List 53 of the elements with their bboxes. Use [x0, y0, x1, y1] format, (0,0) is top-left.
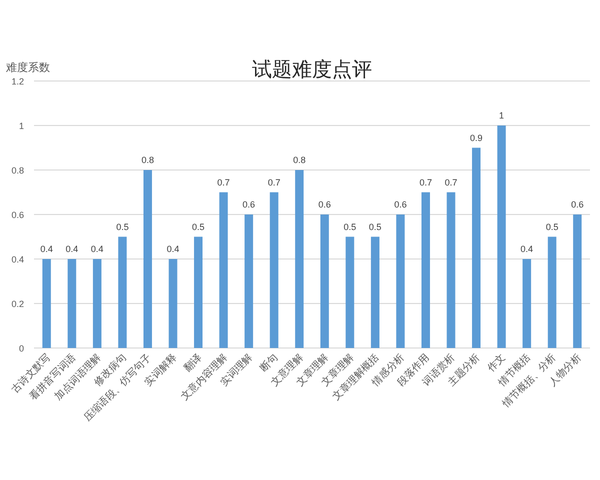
chart-title: 试题难度点评 — [252, 59, 372, 81]
data-label: 0.4 — [66, 244, 78, 254]
data-label: 0.7 — [268, 177, 280, 188]
bar — [421, 192, 430, 348]
data-label: 1 — [499, 110, 504, 120]
bar — [346, 236, 354, 348]
data-label: 0.8 — [141, 155, 154, 165]
y-axis-title: 难度系数 — [6, 61, 50, 74]
bar — [92, 259, 102, 348]
data-label: 0.5 — [344, 222, 356, 232]
bar — [472, 148, 481, 348]
bar — [68, 259, 76, 348]
bar — [573, 214, 582, 348]
data-label: 0.7 — [419, 177, 432, 188]
y-tick-label: 1 — [18, 121, 24, 131]
bar — [118, 236, 127, 348]
data-label: 0.5 — [116, 222, 129, 232]
bar — [270, 192, 278, 348]
data-label: 0.7 — [217, 177, 230, 188]
data-label: 0.4 — [90, 244, 104, 254]
bar — [194, 236, 203, 348]
data-label: 0.4 — [40, 244, 53, 254]
data-label: 0.9 — [470, 132, 483, 143]
y-tick-label: 0.6 — [11, 210, 24, 220]
data-label: 0.6 — [571, 200, 584, 210]
bar — [497, 126, 506, 348]
y-tick-label: 0.8 — [11, 166, 24, 176]
data-label: 0.6 — [394, 200, 407, 210]
y-tick-label: 0.4 — [11, 254, 24, 264]
data-label: 0.6 — [242, 200, 256, 210]
data-label: 0.4 — [166, 244, 180, 254]
bar — [42, 259, 51, 348]
y-tick-label: 0 — [18, 344, 24, 354]
data-label: 0.5 — [192, 222, 205, 232]
data-label: 0.7 — [444, 177, 458, 188]
bar — [219, 192, 228, 348]
bar — [548, 236, 556, 348]
bar — [370, 236, 380, 348]
bar — [168, 259, 178, 348]
bar — [320, 214, 329, 348]
data-label: 0.6 — [318, 200, 331, 210]
bar — [244, 214, 254, 348]
bar — [396, 214, 405, 348]
bar — [522, 259, 532, 348]
data-label: 0.4 — [520, 244, 534, 254]
data-label: 0.5 — [368, 222, 382, 232]
bar — [295, 170, 304, 348]
data-label: 0.8 — [293, 155, 306, 165]
y-tick-label: 1.2 — [11, 76, 24, 86]
y-tick-label: 0.2 — [11, 299, 24, 309]
bar — [143, 170, 152, 348]
bar — [446, 192, 456, 348]
data-label: 0.5 — [546, 222, 558, 232]
